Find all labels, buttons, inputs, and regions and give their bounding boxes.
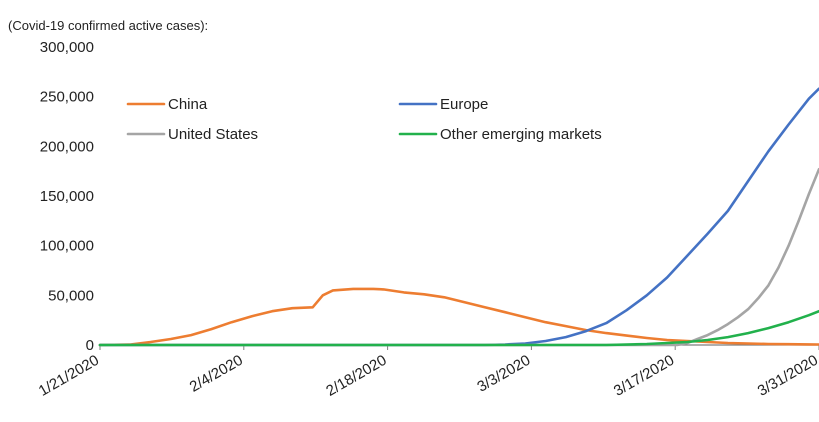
series-line-china: [98, 287, 819, 347]
chart-title: (Covid-19 confirmed active cases):: [8, 18, 208, 33]
legend-label-europe: Europe: [440, 96, 488, 113]
x-tick-label: 3/31/2020: [755, 352, 819, 400]
legend-label-china: China: [168, 96, 208, 113]
x-tick-label: 2/4/2020: [187, 352, 246, 396]
legend-label-united-states: United States: [168, 126, 258, 143]
legend: China Europe United States Other emerging m…: [126, 96, 602, 143]
y-tick-label: 50,000: [48, 287, 94, 304]
x-axis: 1/21/2020 2/4/2020 2/18/2020 3/3/2020 3/17/2…: [36, 344, 819, 400]
y-tick-label: 200,000: [40, 138, 94, 155]
y-tick-label: 0: [86, 337, 94, 354]
x-tick-label: 1/21/2020: [36, 352, 102, 400]
x-tick-label: 2/18/2020: [323, 352, 389, 400]
series-line-other-emerging-markets: [98, 309, 819, 347]
series-line-united-states: [98, 167, 819, 347]
series-line-europe: [98, 87, 819, 347]
y-tick-label: 150,000: [40, 188, 94, 205]
y-axis: 0 50,000 100,000 150,000 200,000 250,000 300,0…: [40, 39, 94, 354]
y-tick-label: 250,000: [40, 89, 94, 106]
legend-label-other-emerging-markets: Other emerging markets: [440, 126, 602, 143]
x-tick-label: 3/17/2020: [611, 352, 677, 400]
x-tick-label: 3/3/2020: [474, 352, 533, 396]
series-lines: [98, 87, 819, 347]
y-tick-label: 100,000: [40, 238, 94, 255]
y-tick-label: 300,000: [40, 39, 94, 56]
